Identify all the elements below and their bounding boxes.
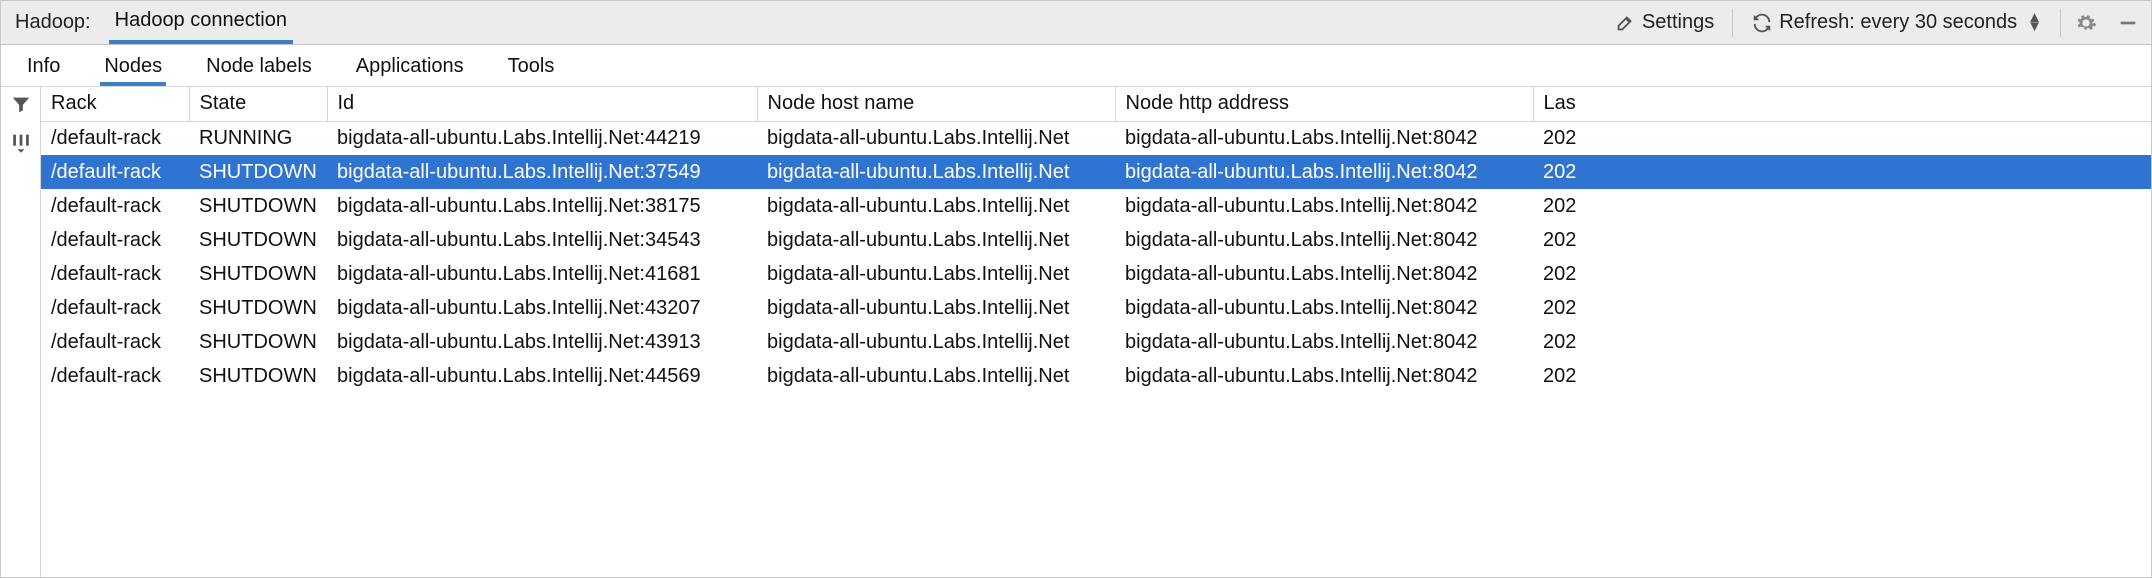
columns-button[interactable] (10, 131, 32, 159)
table-row[interactable]: /default-rackSHUTDOWNbigdata-all-ubuntu.… (41, 291, 2151, 325)
table-row[interactable]: /default-rackSHUTDOWNbigdata-all-ubuntu.… (41, 155, 2151, 189)
cell-http: bigdata-all-ubuntu.Labs.Intellij.Net:804… (1115, 189, 1533, 223)
column-header[interactable]: Las (1533, 87, 2151, 121)
columns-icon (10, 136, 32, 158)
table-row[interactable]: /default-rackSHUTDOWNbigdata-all-ubuntu.… (41, 189, 2151, 223)
tab-nodes[interactable]: Nodes (100, 45, 166, 86)
cell-state: SHUTDOWN (189, 359, 327, 393)
cell-last: 202 (1533, 325, 2151, 359)
cell-state: SHUTDOWN (189, 189, 327, 223)
cell-http: bigdata-all-ubuntu.Labs.Intellij.Net:804… (1115, 325, 1533, 359)
table-row[interactable]: /default-rackSHUTDOWNbigdata-all-ubuntu.… (41, 223, 2151, 257)
cell-rack: /default-rack (41, 325, 189, 359)
cell-rack: /default-rack (41, 121, 189, 155)
cell-state: SHUTDOWN (189, 257, 327, 291)
tabs-bar: Info Nodes Node labels Applications Tools (1, 45, 2151, 87)
connection-name-tab[interactable]: Hadoop connection (109, 1, 293, 44)
settings-label: Settings (1642, 11, 1714, 34)
separator (2060, 9, 2061, 37)
refresh-label: Refresh: every 30 seconds (1779, 11, 2017, 34)
top-toolbar: Hadoop: Hadoop connection Settings Refre… (1, 1, 2151, 45)
cell-host: bigdata-all-ubuntu.Labs.Intellij.Net (757, 257, 1115, 291)
column-header[interactable]: State (189, 87, 327, 121)
column-header[interactable]: Rack (41, 87, 189, 121)
cell-id: bigdata-all-ubuntu.Labs.Intellij.Net:381… (327, 189, 757, 223)
column-header[interactable]: Node http address (1115, 87, 1533, 121)
table-header-row: RackStateIdNode host nameNode http addre… (41, 87, 2151, 121)
cell-state: RUNNING (189, 121, 327, 155)
cell-rack: /default-rack (41, 223, 189, 257)
table-row[interactable]: /default-rackSHUTDOWNbigdata-all-ubuntu.… (41, 257, 2151, 291)
nodes-table[interactable]: RackStateIdNode host nameNode http addre… (41, 87, 2151, 393)
cell-last: 202 (1533, 189, 2151, 223)
gear-button[interactable] (2069, 8, 2103, 38)
cell-id: bigdata-all-ubuntu.Labs.Intellij.Net:375… (327, 155, 757, 189)
cell-last: 202 (1533, 257, 2151, 291)
nodes-panel: RackStateIdNode host nameNode http addre… (1, 87, 2151, 577)
separator (1732, 9, 1733, 37)
cell-id: bigdata-all-ubuntu.Labs.Intellij.Net:442… (327, 121, 757, 155)
cell-last: 202 (1533, 359, 2151, 393)
cell-id: bigdata-all-ubuntu.Labs.Intellij.Net:439… (327, 325, 757, 359)
table-body: /default-rackRUNNINGbigdata-all-ubuntu.L… (41, 121, 2151, 393)
nodes-table-wrap: RackStateIdNode host nameNode http addre… (41, 87, 2151, 577)
cell-last: 202 (1533, 291, 2151, 325)
cell-host: bigdata-all-ubuntu.Labs.Intellij.Net (757, 155, 1115, 189)
cell-state: SHUTDOWN (189, 291, 327, 325)
cell-id: bigdata-all-ubuntu.Labs.Intellij.Net:432… (327, 291, 757, 325)
cell-state: SHUTDOWN (189, 155, 327, 189)
cell-host: bigdata-all-ubuntu.Labs.Intellij.Net (757, 189, 1115, 223)
cell-http: bigdata-all-ubuntu.Labs.Intellij.Net:804… (1115, 291, 1533, 325)
cell-state: SHUTDOWN (189, 325, 327, 359)
tab-node-labels[interactable]: Node labels (202, 45, 316, 86)
stepper-icon[interactable]: ▲▼ (2027, 14, 2042, 31)
cell-http: bigdata-all-ubuntu.Labs.Intellij.Net:804… (1115, 223, 1533, 257)
cell-id: bigdata-all-ubuntu.Labs.Intellij.Net:345… (327, 223, 757, 257)
cell-rack: /default-rack (41, 359, 189, 393)
gutter-toolbar (1, 87, 41, 577)
tab-tools[interactable]: Tools (504, 45, 559, 86)
cell-state: SHUTDOWN (189, 223, 327, 257)
hadoop-label: Hadoop: (15, 11, 91, 34)
cell-http: bigdata-all-ubuntu.Labs.Intellij.Net:804… (1115, 257, 1533, 291)
cell-rack: /default-rack (41, 291, 189, 325)
table-row[interactable]: /default-rackSHUTDOWNbigdata-all-ubuntu.… (41, 325, 2151, 359)
cell-id: bigdata-all-ubuntu.Labs.Intellij.Net:445… (327, 359, 757, 393)
cell-host: bigdata-all-ubuntu.Labs.Intellij.Net (757, 325, 1115, 359)
cell-last: 202 (1533, 223, 2151, 257)
cell-last: 202 (1533, 155, 2151, 189)
column-header[interactable]: Node host name (757, 87, 1115, 121)
settings-button[interactable]: Settings (1604, 7, 1724, 38)
refresh-button[interactable]: Refresh: every 30 seconds ▲▼ (1741, 7, 2052, 38)
cell-rack: /default-rack (41, 257, 189, 291)
minimize-button[interactable] (2111, 8, 2145, 38)
cell-rack: /default-rack (41, 189, 189, 223)
cell-http: bigdata-all-ubuntu.Labs.Intellij.Net:804… (1115, 155, 1533, 189)
cell-http: bigdata-all-ubuntu.Labs.Intellij.Net:804… (1115, 121, 1533, 155)
cell-host: bigdata-all-ubuntu.Labs.Intellij.Net (757, 121, 1115, 155)
cell-id: bigdata-all-ubuntu.Labs.Intellij.Net:416… (327, 257, 757, 291)
toolbar-actions: Settings Refresh: every 30 seconds ▲▼ (1604, 7, 2151, 38)
hadoop-tool-window: Hadoop: Hadoop connection Settings Refre… (0, 0, 2152, 578)
cell-host: bigdata-all-ubuntu.Labs.Intellij.Net (757, 223, 1115, 257)
cell-host: bigdata-all-ubuntu.Labs.Intellij.Net (757, 359, 1115, 393)
column-header[interactable]: Id (327, 87, 757, 121)
cell-http: bigdata-all-ubuntu.Labs.Intellij.Net:804… (1115, 359, 1533, 393)
table-row[interactable]: /default-rackRUNNINGbigdata-all-ubuntu.L… (41, 121, 2151, 155)
refresh-icon (1751, 12, 1773, 34)
funnel-icon (10, 98, 32, 120)
cell-rack: /default-rack (41, 155, 189, 189)
gear-icon (2075, 12, 2097, 34)
wrench-icon (1614, 12, 1636, 34)
cell-last: 202 (1533, 121, 2151, 155)
tab-info[interactable]: Info (23, 45, 64, 86)
connection-breadcrumb: Hadoop: Hadoop connection (15, 1, 293, 44)
minimize-icon (2117, 12, 2139, 34)
table-row[interactable]: /default-rackSHUTDOWNbigdata-all-ubuntu.… (41, 359, 2151, 393)
filter-button[interactable] (10, 93, 32, 121)
tab-applications[interactable]: Applications (352, 45, 468, 86)
cell-host: bigdata-all-ubuntu.Labs.Intellij.Net (757, 291, 1115, 325)
